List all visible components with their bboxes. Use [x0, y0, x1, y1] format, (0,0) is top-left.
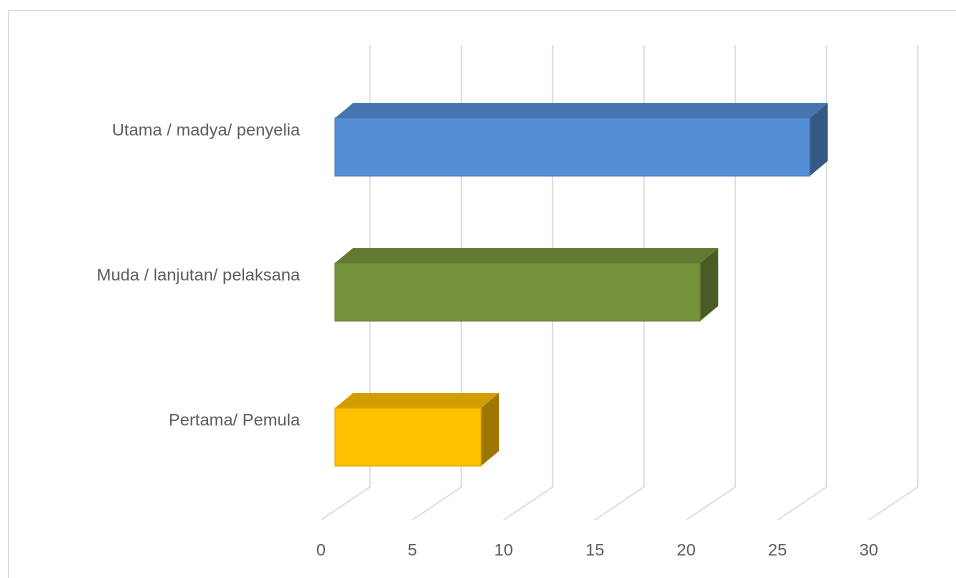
x-tick-label: 15	[585, 540, 604, 559]
grid-line	[685, 45, 736, 521]
bar-side	[481, 393, 500, 466]
x-tick-label: 0	[316, 540, 325, 559]
bar-top	[335, 248, 719, 263]
bar-top	[335, 393, 500, 408]
x-tick-label: 5	[408, 540, 417, 559]
grid-line	[777, 45, 828, 521]
grid-line	[320, 45, 371, 521]
y-tick-label: Utama / madya/ penyelia	[112, 120, 301, 139]
y-tick-label: Muda / lanjutan/ pelaksana	[97, 265, 301, 284]
y-tick-label: Pertama/ Pemula	[169, 410, 301, 429]
x-tick-label: 20	[677, 540, 696, 559]
grid-line	[868, 45, 919, 521]
bar-side	[700, 248, 719, 321]
x-tick-label: 30	[859, 540, 878, 559]
grid-line	[503, 45, 554, 521]
bar	[334, 407, 482, 467]
grid-line	[411, 45, 462, 521]
grid-line	[594, 45, 645, 521]
bar-top	[335, 103, 828, 118]
x-tick-label: 10	[494, 540, 513, 559]
x-tick-label: 25	[768, 540, 787, 559]
bar-side	[809, 103, 828, 176]
bar	[334, 262, 701, 322]
bar	[334, 117, 811, 177]
